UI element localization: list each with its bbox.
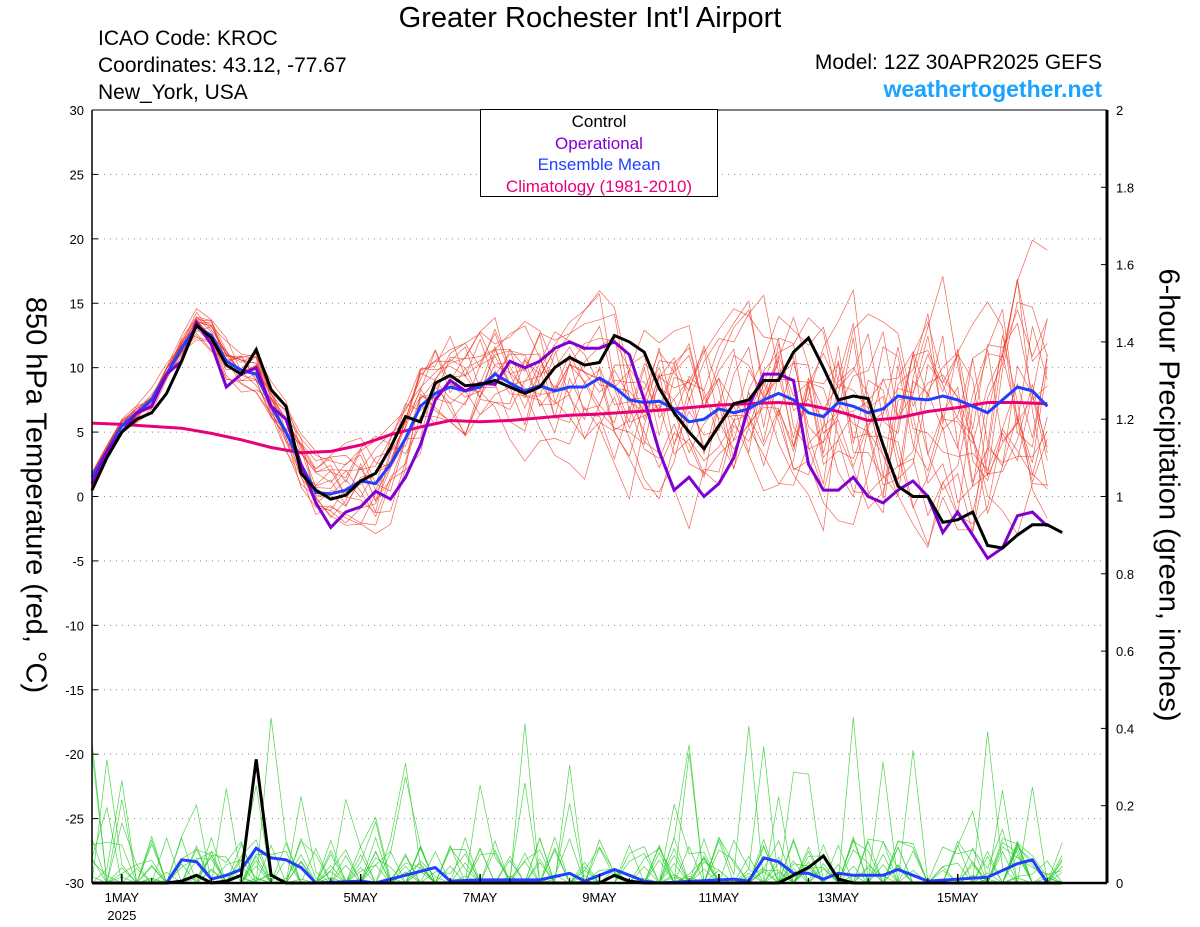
legend-entry: Operational: [555, 133, 643, 153]
y-left-tick-label: -20: [65, 747, 84, 762]
y-left-tick-label: 20: [70, 232, 84, 247]
x-tick-label: 15MAY: [937, 890, 979, 905]
control-temp-line: [90, 322, 1063, 550]
ensemble-member-temp-line: [91, 321, 1048, 506]
operational-temp-line: [90, 319, 1049, 561]
ensemble-member-temp-line: [91, 315, 1048, 549]
website-link[interactable]: weathertogether.net: [883, 76, 1102, 102]
y-right-tick-label: 0.2: [1116, 799, 1134, 814]
x-tick-label: 7MAY: [463, 890, 498, 905]
y-left-tick-label: 15: [70, 296, 84, 311]
climatology-line: [91, 400, 1048, 455]
y-left-tick-label: 0: [77, 490, 84, 505]
ensemble-member-precip-line: [92, 788, 1063, 885]
y-right-tick-label: 0: [1116, 876, 1123, 891]
y-left-tick-label: 5: [77, 425, 84, 440]
y-right-tick-label: 1.6: [1116, 258, 1134, 273]
y-left-tick-label: 25: [70, 167, 84, 182]
ensemble-member-temp-line: [91, 319, 1048, 536]
ensemble-member-temp-line: [91, 308, 1048, 546]
x-tick-label: 13MAY: [817, 890, 859, 905]
x-tick-label: 9MAY: [582, 890, 617, 905]
y-right-tick-label: 0.6: [1116, 644, 1134, 659]
y-left-tick-label: -30: [65, 876, 84, 891]
legend-entry: Control: [571, 112, 627, 131]
y-left-tick-label: -10: [65, 618, 84, 633]
y-left-tick-label: -5: [72, 554, 84, 569]
y-right-tick-label: 1.4: [1116, 335, 1134, 350]
ensemble-member-precip-line: [91, 763, 1063, 885]
ensemble-member-precip-line: [92, 782, 1063, 885]
x-tick-label: 5MAY: [343, 890, 378, 905]
chart-title: Greater Rochester Int'l Airport: [398, 2, 782, 34]
control-precip-line: [92, 759, 1063, 885]
location: New_York, USA: [98, 81, 248, 104]
x-tick-label: 3MAY: [224, 890, 259, 905]
y-left-tick-label: 10: [70, 361, 84, 376]
ensemble-member-temp-line: [91, 279, 1048, 532]
x-tick-label: 11MAY: [699, 890, 740, 905]
coordinates: Coordinates: 43.12, -77.67: [98, 54, 347, 77]
icao-code: ICAO Code: KROC: [98, 27, 278, 50]
legend-entry: Climatology (1981-2010): [505, 176, 693, 196]
ensemble-member-temp-line: [91, 318, 1048, 492]
chart-legend: Control Operational Ensemble Mean Climatolo…: [480, 109, 718, 197]
y-right-tick-label: 1.8: [1116, 180, 1134, 195]
y-right-tick-label: 2: [1116, 103, 1123, 118]
y-right-tick-label: 0.4: [1116, 721, 1134, 736]
legend-entry: Ensemble Mean: [537, 155, 661, 174]
x-tick-label: 1MAY: [105, 890, 140, 905]
y-right-tick-label: 0.8: [1116, 567, 1134, 582]
ensemble-member-temp-line: [91, 239, 1048, 525]
y-left-tick-label: -15: [65, 683, 84, 698]
ensemble-member-precip-line: [91, 840, 1063, 884]
ensemble-mean-temp-line: [90, 324, 1049, 496]
ensemble-member-temp-line: [91, 317, 1048, 533]
y-left-tick-label: -25: [65, 812, 84, 827]
model-run: Model: 12Z 30APR2025 GEFS: [814, 51, 1102, 74]
y-left-tick-label: 30: [70, 103, 84, 118]
ensemble-member-temp-line: [91, 309, 1048, 509]
y-right-tick-label: 1.2: [1116, 412, 1134, 427]
ensemble-member-precip-line: [91, 787, 1063, 884]
x-tick-sublabel: 2025: [107, 908, 136, 923]
ensemble-member-temp-line: [91, 290, 1048, 530]
y-right-tick-label: 1: [1116, 490, 1123, 505]
